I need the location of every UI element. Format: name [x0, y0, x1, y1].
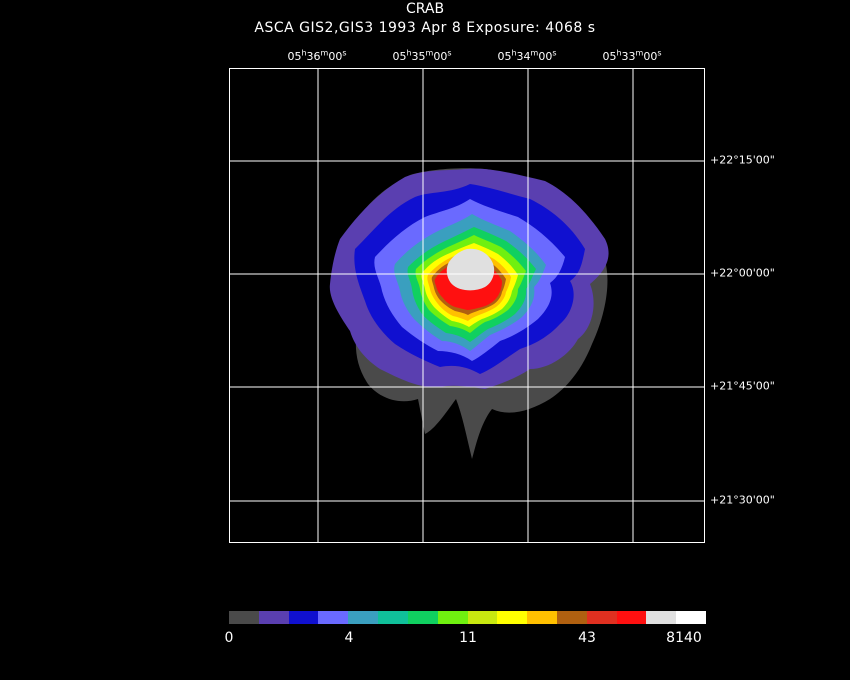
colorbar-swatch [348, 611, 379, 624]
colorbar-swatch [378, 611, 408, 624]
colorbar-swatch [437, 611, 468, 624]
colorbar-swatch [407, 611, 438, 624]
ra-tick-label: 05h34m00s [497, 48, 557, 63]
ra-tick-label: 05h33m00s [602, 48, 662, 63]
colorbar-swatch [318, 611, 349, 624]
colorbar-label: 4 [344, 630, 354, 646]
colorbar-label: 0 [224, 630, 234, 646]
sky-image-panel [229, 68, 705, 543]
colorbar-swatch [556, 611, 587, 624]
image-title: CRAB [405, 1, 445, 17]
colorbar-label: 11 [459, 630, 477, 646]
colorbar-swatch [527, 611, 557, 624]
colorbar-swatch [288, 611, 319, 624]
colorbar-swatch [467, 611, 498, 624]
ra-tick-label: 05h36m00s [287, 48, 347, 63]
colorbar-swatch [586, 611, 617, 624]
dec-tick-label: +22°00'00" [710, 266, 775, 280]
colorbar-swatch [676, 611, 706, 624]
xray-image [230, 69, 704, 542]
image-subtitle: ASCA GIS2,GIS3 1993 Apr 8 Exposure: 4068… [254, 20, 596, 36]
core-white [446, 248, 495, 291]
colorbar-label: 8140 [666, 630, 702, 646]
color-scale-bar [229, 611, 706, 624]
colorbar-swatch [616, 611, 647, 624]
dec-tick-label: +22°15'00" [710, 153, 775, 167]
colorbar-swatch [258, 611, 289, 624]
coordinate-grid [230, 69, 704, 542]
colorbar-swatch [229, 611, 259, 624]
dec-tick-label: +21°45'00" [710, 379, 775, 393]
colorbar-swatch [646, 611, 677, 624]
colorbar-label: 43 [578, 630, 596, 646]
colorbar-swatch [497, 611, 528, 624]
ra-tick-label: 05h35m00s [392, 48, 452, 63]
dec-tick-label: +21°30'00" [710, 493, 775, 507]
